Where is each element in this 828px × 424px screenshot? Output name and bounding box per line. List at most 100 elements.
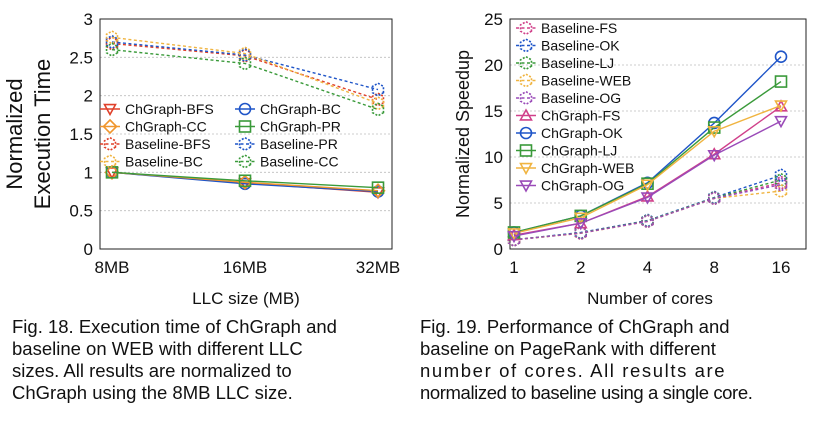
y-tick-label: 0: [494, 240, 503, 259]
data-point-chgraph-og: [707, 149, 722, 163]
x-axis-label: LLC size (MB): [192, 289, 300, 308]
legend-label-chgraph-cc: ChGraph-CC: [125, 119, 207, 135]
data-point-chgraph-cc: [104, 164, 120, 180]
legend-marker-baseline-fs: [519, 20, 533, 36]
caption-line: number of cores. All results are: [420, 360, 727, 381]
y-tick-label: 3: [84, 10, 93, 29]
speedup-chart: 0 5 10 15 20 25 1 2 4 8 16 Number of cores Normalize…: [453, 10, 807, 308]
legend-label-chgraph-lj: ChGraph-LJ: [541, 143, 617, 159]
data-point-baseline-pr: [105, 34, 119, 50]
caption-line: baseline on WEB with different LLC: [12, 338, 303, 359]
x-tick-label: 8MB: [95, 258, 130, 277]
y-tick-label: 0: [84, 240, 93, 259]
data-point-baseline-og: [774, 177, 788, 192]
plot-frame: [509, 18, 807, 250]
legend-marker-chgraph-bc: [238, 102, 252, 116]
data-point-chgraph-web: [507, 228, 521, 241]
y-tick-label: 1.5: [69, 125, 93, 144]
data-point-chgraph-og: [573, 218, 588, 231]
data-point-chgraph-og: [774, 115, 788, 129]
legend-marker-baseline-bc: [103, 154, 117, 169]
caption-line: sizes. All results are normalized to: [12, 360, 292, 381]
y-tick-label: 25: [484, 10, 503, 29]
data-point-baseline-cc: [371, 102, 385, 117]
y-tick-label: 2.5: [69, 48, 93, 67]
data-point-baseline-bfs: [371, 92, 385, 107]
legend-marker-chgraph-pr: [238, 120, 252, 133]
data-point-chgraph-web: [640, 179, 655, 192]
legend-marker-chgraph-lj: [519, 144, 533, 157]
data-point-chgraph-og: [640, 192, 655, 205]
legend-marker-chgraph-web: [519, 162, 533, 176]
data-point-baseline-bc: [371, 96, 385, 111]
series-line-baseline-og: [513, 183, 782, 241]
x-tick-label: 16MB: [223, 258, 267, 277]
legend-marker-chgraph-fs: [519, 108, 533, 121]
x-tick-label: 32MB: [356, 258, 400, 277]
series-line-chgraph-web: [513, 104, 782, 235]
data-point-chgraph-pr: [238, 174, 252, 188]
legend-label-chgraph-pr: ChGraph-PR: [260, 119, 341, 135]
data-point-baseline-og: [574, 225, 588, 241]
x-tick-label: 16: [772, 258, 791, 277]
legend-marker-baseline-pr: [238, 136, 252, 152]
legend-label-chgraph-bfs: ChGraph-BFS: [125, 101, 214, 117]
legend-marker-baseline-ok: [519, 38, 533, 53]
legend-marker-chgraph-cc: [102, 118, 118, 135]
legend-label-chgraph-bc: ChGraph-BC: [260, 101, 341, 117]
figure-18-caption: Fig. 18. Execution time of ChGraph and b…: [12, 316, 412, 404]
figure-19-caption: Fig. 19. Performance of ChGraph and base…: [420, 316, 820, 404]
execution-time-chart: 0 0.5 1 1.5 2 2.5 3 8MB 16MB 32MB LLC size (MB) Nor…: [2, 10, 400, 308]
data-point-baseline-lj: [774, 172, 788, 188]
series-line-chgraph-og: [513, 120, 782, 237]
caption-line: baseline on PageRank with different: [420, 338, 716, 359]
series-line-chgraph-pr: [111, 171, 379, 189]
x-axis-label: Number of cores: [587, 289, 713, 308]
y-axis-label: Normalized: [2, 78, 27, 189]
x-tick-label: 8: [710, 258, 719, 277]
data-point-baseline-pr: [238, 47, 252, 63]
x-tick-label: 4: [643, 258, 652, 277]
series-line-baseline-pr: [111, 41, 379, 91]
legend-marker-chgraph-og: [519, 180, 533, 193]
legend-marker-chgraph-ok: [519, 126, 533, 140]
data-point-chgraph-web: [774, 100, 788, 113]
series-line-baseline-cc: [111, 48, 379, 111]
y-tick-label: 1: [84, 163, 93, 182]
data-point-baseline-bc: [238, 46, 252, 61]
y-tick-label: 15: [484, 102, 503, 121]
legend-label-chgraph-ok: ChGraph-OK: [541, 125, 623, 141]
legend-label-chgraph-fs: ChGraph-FS: [541, 108, 620, 124]
legend-label-baseline-web: Baseline-WEB: [541, 73, 631, 89]
data-point-chgraph-og: [507, 230, 521, 244]
legend-marker-baseline-lj: [519, 55, 533, 71]
legend-marker-baseline-cc: [238, 154, 252, 169]
data-point-chgraph-web: [707, 126, 722, 139]
data-point-baseline-cc: [238, 56, 252, 71]
caption-line: ChGraph using the 8MB LLC size.: [12, 382, 293, 403]
data-point-chgraph-pr: [371, 181, 385, 194]
legend-marker-baseline-bfs: [103, 136, 117, 152]
legend-label-baseline-pr: Baseline-PR: [260, 136, 338, 152]
x-tick-label: 1: [509, 258, 518, 277]
data-point-chgraph-lj: [574, 209, 588, 223]
legend-label-chgraph-web: ChGraph-WEB: [541, 160, 634, 176]
legend-marker-chgraph-bfs: [103, 103, 117, 117]
data-point-baseline-og: [707, 191, 721, 206]
legend-label-chgraph-og: ChGraph-OG: [541, 178, 624, 194]
data-point-baseline-pr: [371, 82, 385, 97]
legend-marker-baseline-web: [519, 73, 533, 88]
series-line-baseline-bc: [111, 36, 379, 104]
data-point-chgraph-lj: [774, 75, 788, 88]
legend-label-baseline-cc: Baseline-CC: [260, 154, 339, 170]
data-point-baseline-og: [641, 214, 654, 229]
legend-label-baseline-lj: Baseline-LJ: [541, 55, 614, 71]
legend-label-baseline-ok: Baseline-OK: [541, 38, 620, 54]
caption-line: Fig. 18. Execution time of ChGraph and: [12, 316, 337, 337]
legend-marker-baseline-og: [519, 90, 533, 106]
data-point-baseline-ok: [774, 168, 788, 183]
data-point-baseline-cc: [105, 42, 119, 57]
caption-line: normalized to baseline using a single co…: [420, 382, 753, 403]
caption-line: Fig. 19. Performance of ChGraph and: [420, 316, 730, 337]
y-tick-label: 5: [494, 194, 503, 213]
